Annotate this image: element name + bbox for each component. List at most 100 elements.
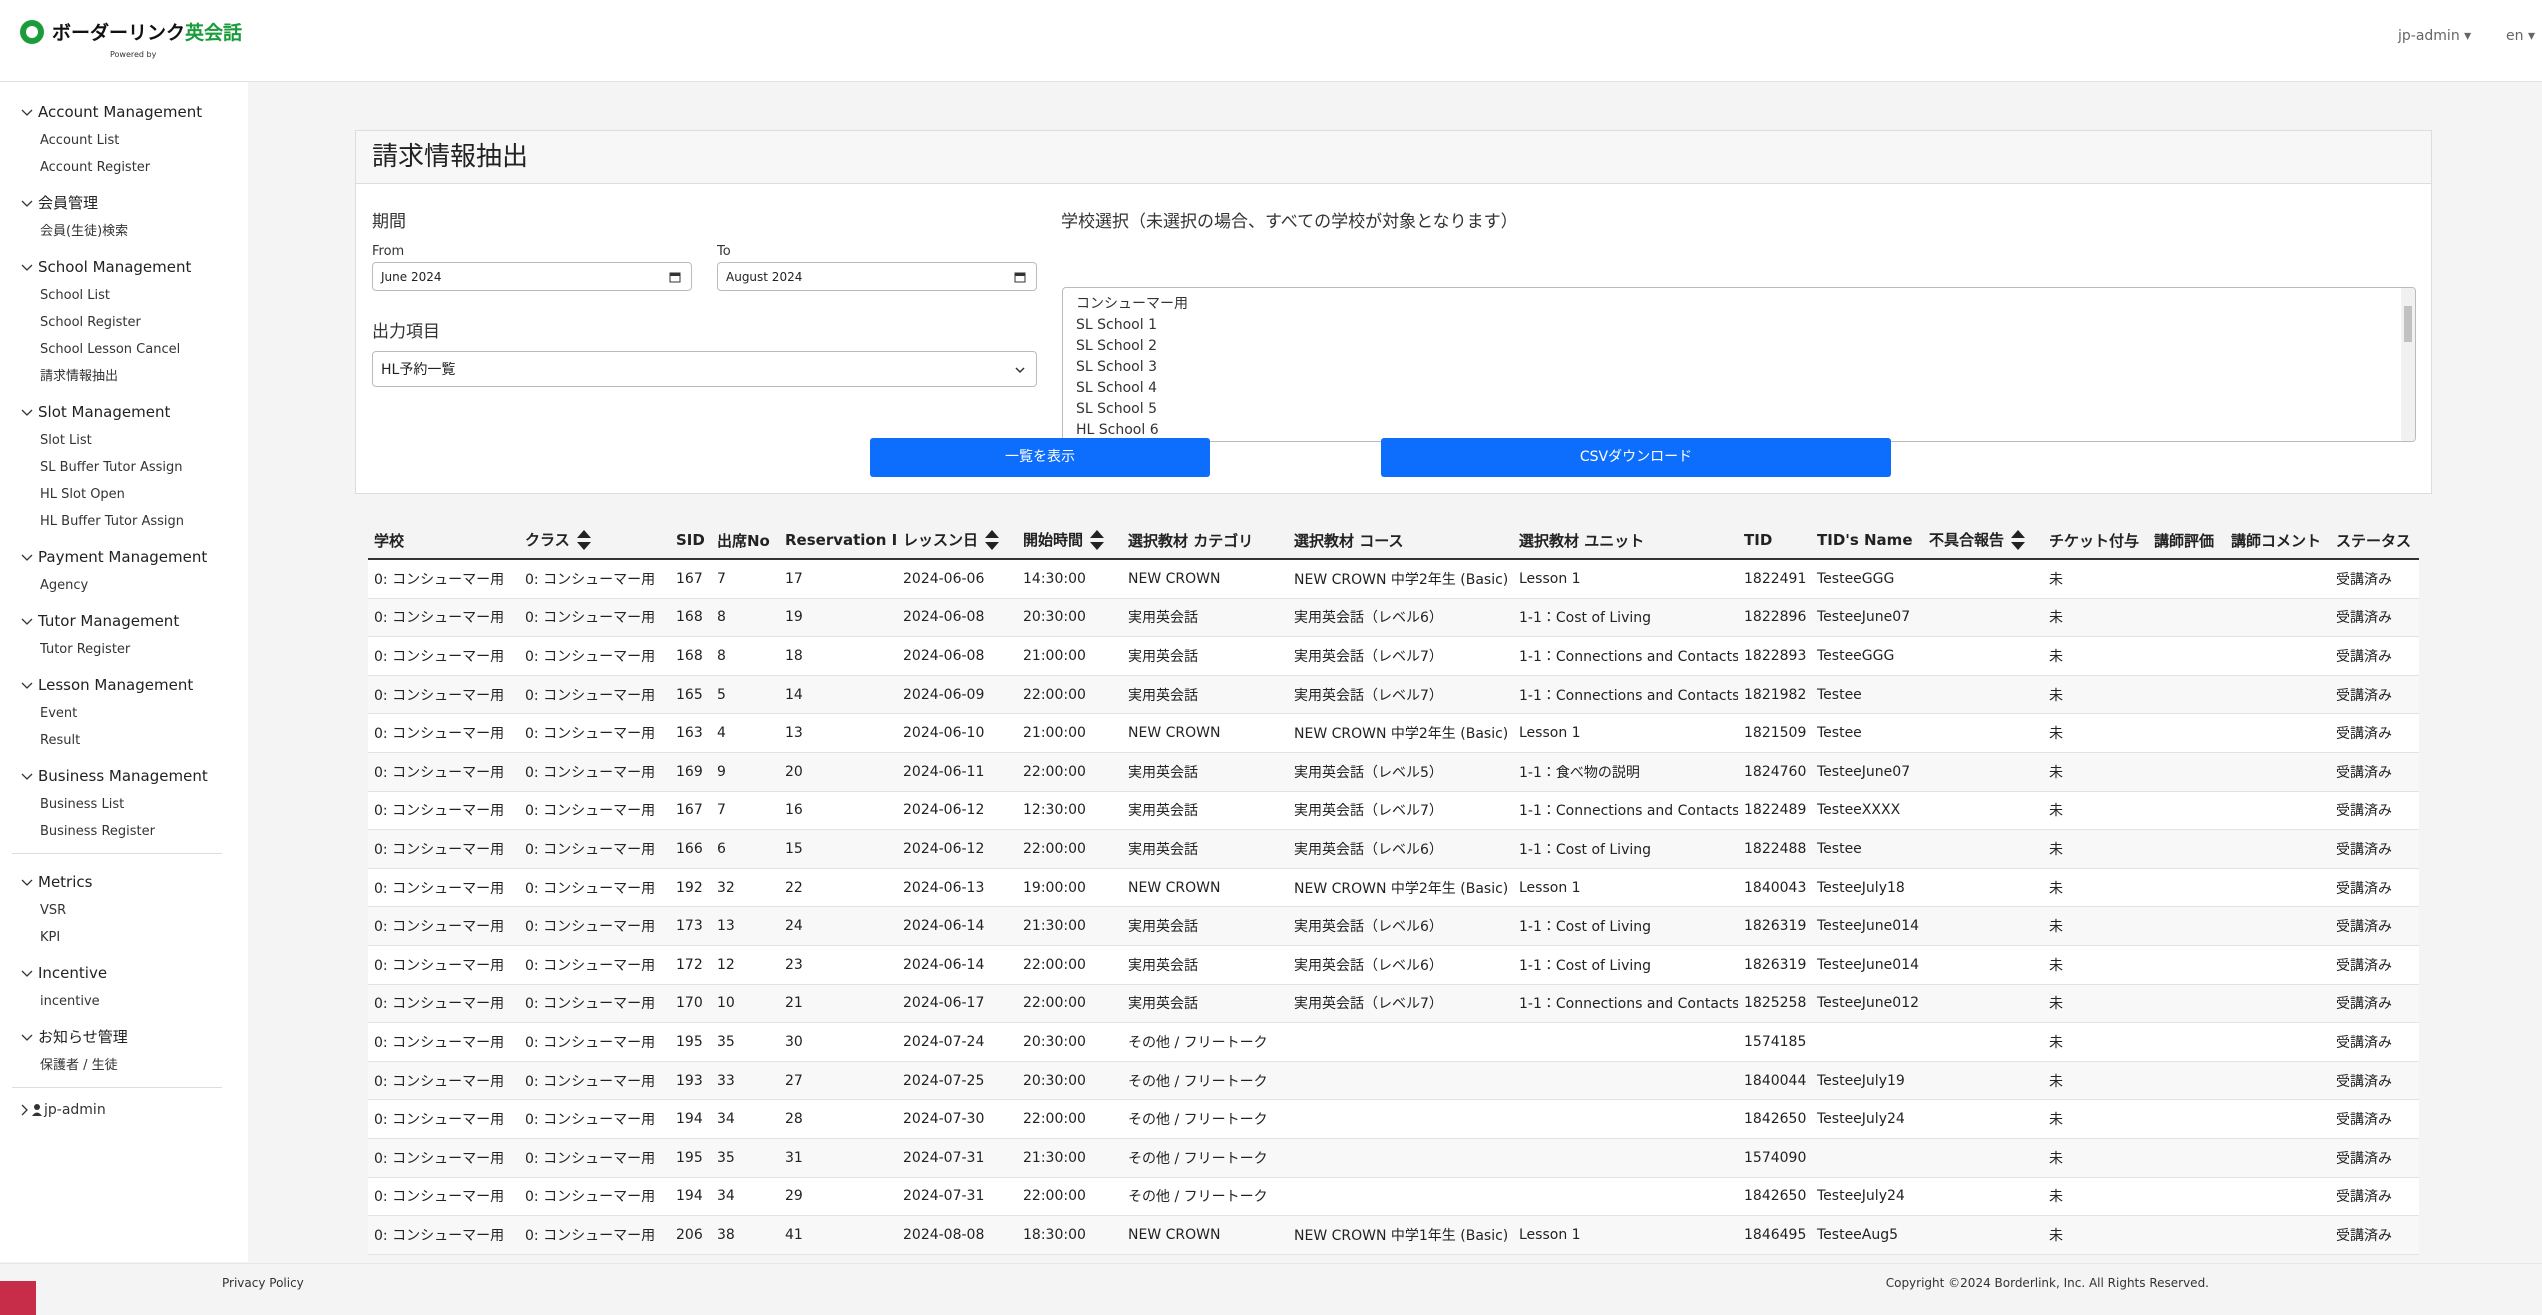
nav-section-title[interactable]: Payment Management	[20, 543, 248, 572]
nav-section-title[interactable]: Slot Management	[20, 398, 248, 427]
table-cell	[2148, 636, 2225, 676]
nav-item[interactable]: 保護者 / 生徒	[40, 1058, 118, 1073]
nav-item[interactable]: Result	[40, 733, 81, 748]
table-cell: 14:30:00	[1017, 559, 1122, 599]
nav-section-title[interactable]: Metrics	[20, 868, 248, 897]
nav-section-title[interactable]: Business Management	[20, 762, 248, 791]
sort-icon[interactable]	[576, 529, 592, 551]
nav-section-title[interactable]: 会員管理	[20, 189, 248, 218]
table-cell: 実用英会話	[1122, 752, 1288, 792]
table-cell	[1923, 868, 2043, 908]
table-cell: 0: コンシューマー用	[519, 1177, 670, 1217]
nav-section-title[interactable]: Tutor Management	[20, 607, 248, 636]
table-cell	[2225, 984, 2330, 1024]
table-cell	[1923, 752, 2043, 792]
nav-item[interactable]: Event	[40, 706, 78, 721]
nav-item[interactable]: School Lesson Cancel	[40, 342, 181, 357]
nav-section-title[interactable]: School Management	[20, 253, 248, 282]
logo[interactable]: ボーダーリンク英会話 Powered by	[18, 18, 242, 59]
nav-item[interactable]: Account List	[40, 133, 120, 148]
column-label: 出席No	[717, 531, 770, 550]
card-title: 請求情報抽出	[356, 131, 2431, 184]
nav-section: Tutor Management Tutor Register	[20, 607, 248, 663]
table-cell: 1822896	[1738, 598, 1811, 638]
to-input[interactable]: August 2024	[717, 262, 1037, 291]
school-option[interactable]: HL School 6	[1076, 422, 1159, 438]
table-row: 0: コンシューマー用 0: コンシューマー用 169 9 20 2024-06-11 22…	[368, 752, 2419, 792]
table-row: 0: コンシューマー用 0: コンシューマー用 167 7 16 2024-06-12 12…	[368, 791, 2419, 831]
nav-item[interactable]: Slot List	[40, 433, 92, 448]
table-cell: 1822489	[1738, 791, 1811, 831]
table-cell: 6	[711, 829, 779, 869]
nav-item[interactable]: Business List	[40, 797, 125, 812]
table-cell	[1811, 1138, 1923, 1178]
table-cell	[1923, 636, 2043, 676]
nav-item[interactable]: Account Register	[40, 160, 151, 175]
nav-item[interactable]: HL Slot Open	[40, 487, 125, 502]
table-cell: 168	[670, 636, 711, 676]
sort-icon[interactable]	[984, 529, 1000, 551]
table-cell: 31	[779, 1138, 897, 1178]
table-cell: 29	[779, 1177, 897, 1217]
nav-item[interactable]: Business Register	[40, 824, 155, 839]
school-option[interactable]: SL School 4	[1076, 380, 1157, 396]
list-button[interactable]: 一覧を表示	[870, 438, 1210, 477]
nav-item[interactable]: 会員(生徒)検索	[40, 224, 129, 239]
table-cell: 21	[779, 984, 897, 1024]
table-row: 0: コンシューマー用 0: コンシューマー用 195 35 30 2024-07-24 2…	[368, 1022, 2419, 1062]
nav-section-title[interactable]: Lesson Management	[20, 671, 248, 700]
school-listbox[interactable]: コンシューマー用 SL School 1 SL School 2 SL School …	[1062, 287, 2416, 442]
csv-button[interactable]: CSVダウンロード	[1381, 438, 1891, 477]
table-cell: 0: コンシューマー用	[519, 1138, 670, 1178]
nav-item[interactable]: KPI	[40, 930, 61, 945]
column-header[interactable]: 不具合報告	[1923, 522, 2043, 560]
user-menu[interactable]: jp-admin ▾	[2398, 28, 2472, 44]
nav-section-title[interactable]: お知らせ管理	[20, 1023, 248, 1052]
table-row: 0: コンシューマー用 0: コンシューマー用 167 7 17 2024-06-06 14…	[368, 559, 2419, 599]
school-option[interactable]: SL School 2	[1076, 338, 1157, 354]
nav-item[interactable]: School List	[40, 288, 111, 303]
to-label: To	[717, 244, 731, 259]
from-input[interactable]: June 2024	[372, 262, 692, 291]
nav-item[interactable]: Agency	[40, 578, 89, 593]
school-option[interactable]: SL School 3	[1076, 359, 1157, 375]
table-cell	[2225, 636, 2330, 676]
nav-item[interactable]: SL Buffer Tutor Assign	[40, 460, 183, 475]
nav-section-title[interactable]: Incentive	[20, 959, 248, 988]
nav-section-label: 会員管理	[38, 194, 99, 212]
table-cell: 1840043	[1738, 868, 1811, 908]
table-row: 0: コンシューマー用 0: コンシューマー用 172 12 23 2024-06-14 2…	[368, 945, 2419, 985]
column-header[interactable]: 開始時間	[1017, 522, 1122, 560]
table-row: 0: コンシューマー用 0: コンシューマー用 194 34 29 2024-07-31 2…	[368, 1177, 2419, 1217]
table-cell: 1822488	[1738, 829, 1811, 869]
school-option[interactable]: SL School 1	[1076, 317, 1157, 333]
column-label: 選択教材 ユニット	[1519, 531, 1645, 550]
table-cell: 2024-06-10	[897, 713, 1017, 753]
school-option[interactable]: SL School 5	[1076, 401, 1157, 417]
table-cell: 未	[2043, 1099, 2148, 1139]
column-label: 講師評価	[2154, 531, 2215, 550]
nav-item[interactable]: VSR	[40, 903, 67, 918]
nav-item[interactable]: School Register	[40, 315, 141, 330]
table-cell: 18:30:00	[1017, 1215, 1122, 1255]
nav-item[interactable]: 請求情報抽出	[40, 369, 119, 384]
sort-icon[interactable]	[1089, 529, 1105, 551]
privacy-link[interactable]: Privacy Policy	[222, 1276, 304, 1290]
table-cell: NEW CROWN	[1122, 868, 1288, 908]
nav-item[interactable]: HL Buffer Tutor Assign	[40, 514, 185, 529]
column-header[interactable]: クラス	[519, 522, 670, 560]
sort-icon[interactable]	[2010, 529, 2026, 551]
nav-section-title[interactable]: Account Management	[20, 98, 248, 127]
nav-item[interactable]: Tutor Register	[40, 642, 131, 657]
table-cell: 13	[779, 713, 897, 753]
output-select[interactable]: HL予約一覧	[372, 351, 1037, 387]
nav-user[interactable]: jp-admin	[20, 1102, 248, 1118]
column-header[interactable]: レッスン日	[897, 522, 1017, 560]
language-menu[interactable]: en ▾	[2506, 28, 2535, 44]
table-cell: 未	[2043, 1061, 2148, 1101]
table-cell: 0: コンシューマー用	[368, 1061, 519, 1101]
table-cell: 未	[2043, 1177, 2148, 1217]
school-option[interactable]: コンシューマー用	[1076, 296, 1188, 312]
nav-item[interactable]: incentive	[40, 994, 100, 1009]
table-row: 0: コンシューマー用 0: コンシューマー用 170 10 21 2024-06-17 2…	[368, 984, 2419, 1024]
